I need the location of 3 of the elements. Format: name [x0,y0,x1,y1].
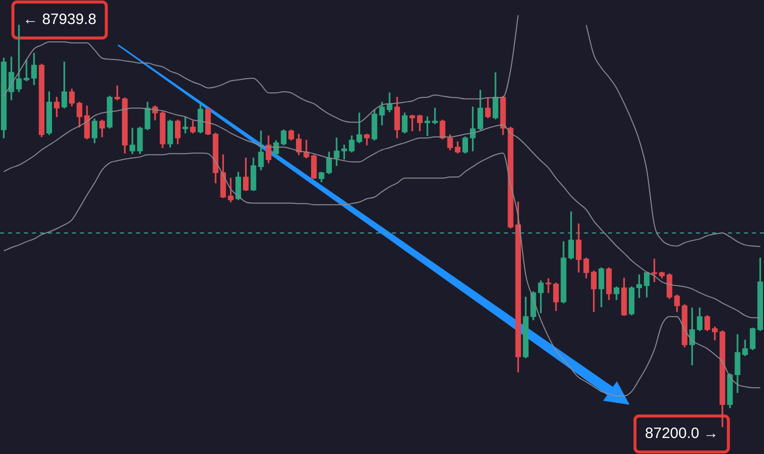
annotation: ← 87939.8 [22,11,96,28]
annotation: 87200.0 → [645,425,718,442]
candlestick [432,108,438,124]
